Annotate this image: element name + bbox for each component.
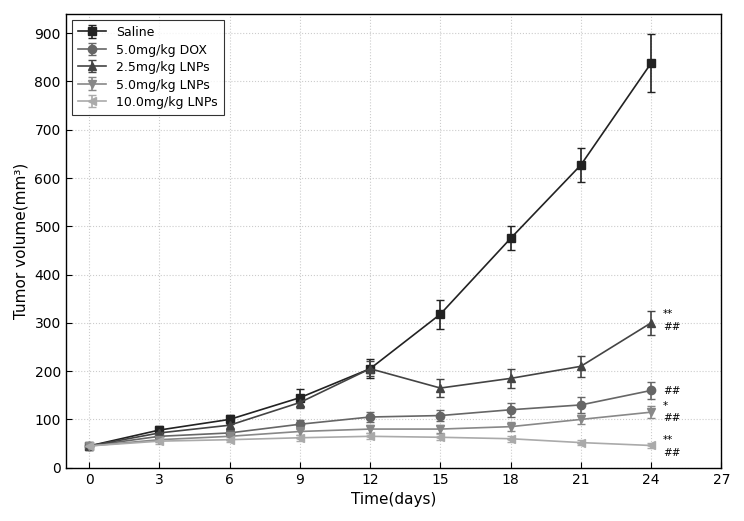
X-axis label: Time(days): Time(days) <box>351 492 436 507</box>
Text: **
##: ** ## <box>663 309 680 332</box>
Legend: Saline, 5.0mg/kg DOX, 2.5mg/kg LNPs, 5.0mg/kg LNPs, 10.0mg/kg LNPs: Saline, 5.0mg/kg DOX, 2.5mg/kg LNPs, 5.0… <box>72 20 223 115</box>
Text: *
##: * ## <box>663 401 680 424</box>
Text: ##: ## <box>663 387 680 396</box>
Y-axis label: Tumor volume(mm³): Tumor volume(mm³) <box>14 163 29 319</box>
Text: **
##: ** ## <box>663 435 680 457</box>
